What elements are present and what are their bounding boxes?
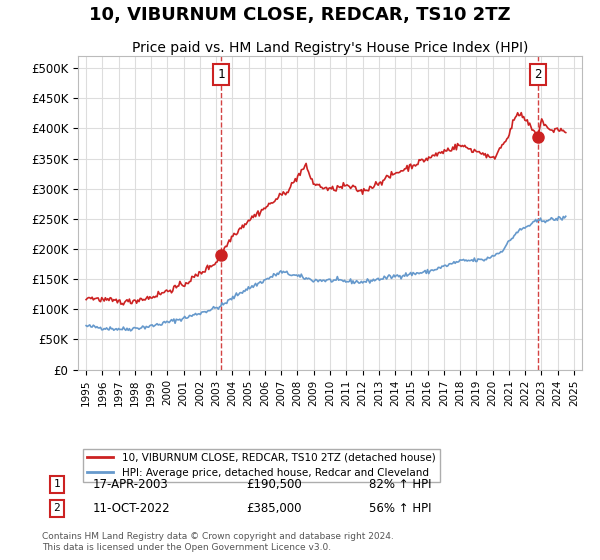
Text: £190,500: £190,500 xyxy=(246,478,302,491)
Text: £385,000: £385,000 xyxy=(246,502,302,515)
Title: Price paid vs. HM Land Registry's House Price Index (HPI): Price paid vs. HM Land Registry's House … xyxy=(132,41,528,55)
Text: 11-OCT-2022: 11-OCT-2022 xyxy=(93,502,170,515)
Text: 17-APR-2003: 17-APR-2003 xyxy=(93,478,169,491)
Text: 2: 2 xyxy=(534,68,542,81)
Text: 2: 2 xyxy=(53,503,61,514)
Legend: 10, VIBURNUM CLOSE, REDCAR, TS10 2TZ (detached house), HPI: Average price, detac: 10, VIBURNUM CLOSE, REDCAR, TS10 2TZ (de… xyxy=(83,449,440,482)
Text: 82% ↑ HPI: 82% ↑ HPI xyxy=(369,478,431,491)
Text: 1: 1 xyxy=(217,68,224,81)
Text: Contains HM Land Registry data © Crown copyright and database right 2024.
This d: Contains HM Land Registry data © Crown c… xyxy=(42,533,394,552)
Text: 56% ↑ HPI: 56% ↑ HPI xyxy=(369,502,431,515)
Text: 1: 1 xyxy=(53,479,61,489)
Text: 10, VIBURNUM CLOSE, REDCAR, TS10 2TZ: 10, VIBURNUM CLOSE, REDCAR, TS10 2TZ xyxy=(89,6,511,24)
